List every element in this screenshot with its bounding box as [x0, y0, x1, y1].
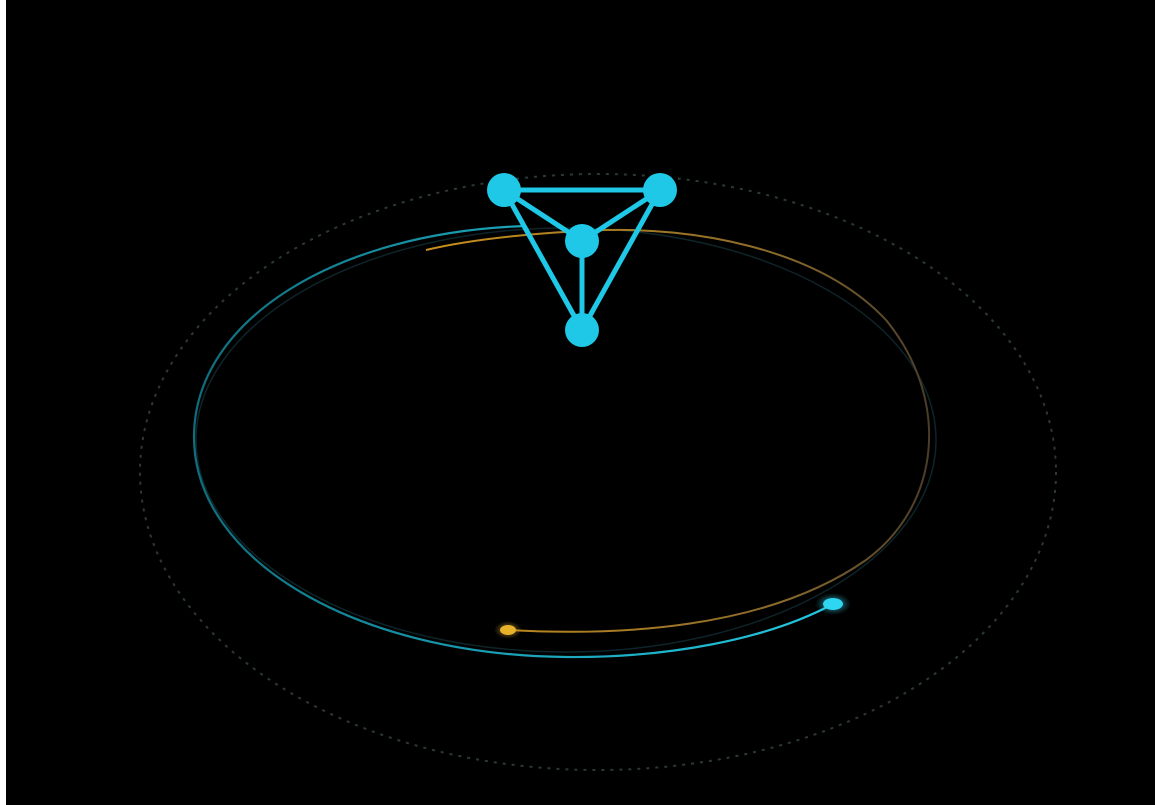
gold-orbit-dot: [500, 625, 516, 635]
orbit-illustration: [139, 173, 1057, 771]
inner-guide-ring: [195, 227, 937, 653]
network-graph-icon: [487, 173, 677, 347]
cyan-orbit-path: [192, 224, 834, 659]
graph-node-top-right: [643, 173, 677, 207]
gold-orbit-path: [425, 228, 931, 633]
graph-node-bottom: [565, 313, 599, 347]
cyan-orbit-dot: [823, 598, 843, 610]
graph-node-top-left: [487, 173, 521, 207]
graph-node-center: [565, 224, 599, 258]
orbit-scene: [6, 0, 1155, 805]
outer-dotted-orbit: [139, 173, 1057, 771]
